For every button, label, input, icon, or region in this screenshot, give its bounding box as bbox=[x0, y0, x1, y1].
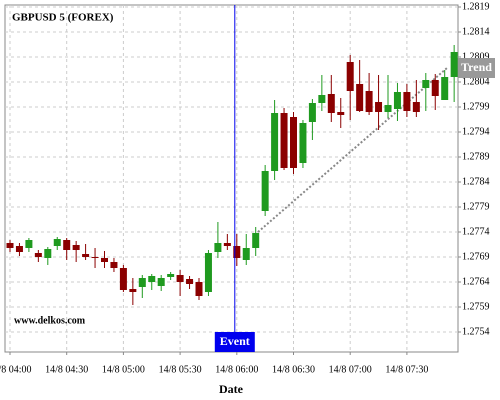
x-tick-label: 14/8 05:30 bbox=[159, 364, 202, 375]
candle-body bbox=[365, 91, 373, 112]
candle-body bbox=[450, 52, 458, 77]
y-tick-label: 1.2804 bbox=[462, 76, 490, 87]
candle-body bbox=[393, 92, 401, 109]
candle-body bbox=[129, 289, 137, 292]
candle-body bbox=[15, 246, 23, 252]
candle-body bbox=[167, 274, 175, 277]
candle-body bbox=[91, 257, 99, 258]
candle-body bbox=[176, 275, 184, 282]
candle-body bbox=[327, 94, 335, 113]
candle-body bbox=[157, 278, 165, 286]
y-tick-label: 1.2789 bbox=[462, 151, 490, 162]
x-tick-label: 14/8 07:30 bbox=[385, 364, 428, 375]
candle-body bbox=[346, 62, 354, 91]
y-tick-label: 1.2759 bbox=[462, 301, 490, 312]
candle-body bbox=[431, 80, 439, 96]
candle-body bbox=[63, 240, 71, 250]
x-axis-title: Date bbox=[219, 382, 244, 396]
candle-body bbox=[72, 245, 80, 250]
candles bbox=[6, 45, 458, 305]
candle-body bbox=[82, 254, 90, 257]
y-tick-label: 1.2799 bbox=[462, 101, 490, 112]
grid bbox=[5, 5, 458, 352]
y-tick-label: 1.2779 bbox=[462, 201, 490, 212]
chart-title: GBPUSD 5 (FOREX) bbox=[12, 12, 114, 24]
candle-body bbox=[119, 268, 127, 290]
x-tick-label: 14/8 06:00 bbox=[215, 364, 258, 375]
candle-body bbox=[242, 248, 250, 260]
candle-body bbox=[290, 117, 297, 168]
candle-body bbox=[138, 278, 146, 287]
candle-body bbox=[110, 262, 118, 268]
candle-body bbox=[280, 113, 288, 168]
x-tick-label: 14/8 04:00 bbox=[0, 364, 32, 375]
candle-body bbox=[34, 253, 42, 257]
x-tick-label: 14/8 07:00 bbox=[329, 364, 372, 375]
trend-label: Trend bbox=[461, 60, 492, 74]
candle-body bbox=[214, 243, 222, 252]
x-tick-label: 14/8 04:30 bbox=[45, 364, 88, 375]
y-tick-label: 1.2809 bbox=[462, 51, 490, 62]
candle-body bbox=[233, 246, 241, 258]
y-tick-label: 1.2764 bbox=[462, 276, 490, 287]
candle-body bbox=[299, 123, 307, 163]
y-tick-label: 1.2774 bbox=[462, 226, 490, 237]
candle-body bbox=[195, 282, 203, 296]
x-tick-label: 14/8 06:30 bbox=[272, 364, 315, 375]
candle-body bbox=[403, 92, 411, 111]
y-tick-label: 1.2784 bbox=[462, 176, 490, 187]
candle-body bbox=[53, 239, 61, 246]
candle-body bbox=[337, 112, 345, 115]
candle-body bbox=[375, 102, 383, 112]
candle-body bbox=[186, 279, 194, 284]
trend-line bbox=[257, 67, 448, 233]
y-tick-label: 1.2814 bbox=[462, 26, 490, 37]
x-tick-label: 14/8 05:00 bbox=[102, 364, 145, 375]
candle-body bbox=[412, 102, 420, 112]
candle-body bbox=[318, 95, 326, 103]
candle-body bbox=[101, 258, 108, 262]
event-box bbox=[214, 332, 255, 352]
y-tick-label: 1.2819 bbox=[462, 1, 490, 12]
candle-body bbox=[25, 240, 33, 248]
y-tick-label: 1.2794 bbox=[462, 126, 490, 137]
y-tick-label: 1.2769 bbox=[462, 251, 490, 262]
candle-body bbox=[308, 103, 316, 122]
candle-body bbox=[223, 243, 231, 246]
candle-body bbox=[252, 233, 260, 248]
candle-body bbox=[44, 249, 52, 258]
candle-body bbox=[261, 171, 269, 211]
event-label: Event bbox=[220, 334, 250, 348]
candle-body bbox=[441, 77, 449, 100]
candle-body bbox=[204, 253, 212, 292]
candle-body bbox=[6, 243, 14, 248]
candle-body bbox=[356, 84, 364, 111]
trend-box bbox=[458, 58, 495, 78]
candle-body bbox=[384, 105, 392, 112]
candle-body bbox=[271, 113, 279, 171]
candle-body bbox=[148, 276, 156, 282]
y-tick-label: 1.2754 bbox=[462, 326, 490, 337]
watermark: www.delkos.com bbox=[14, 315, 86, 326]
candle-body bbox=[422, 80, 430, 88]
